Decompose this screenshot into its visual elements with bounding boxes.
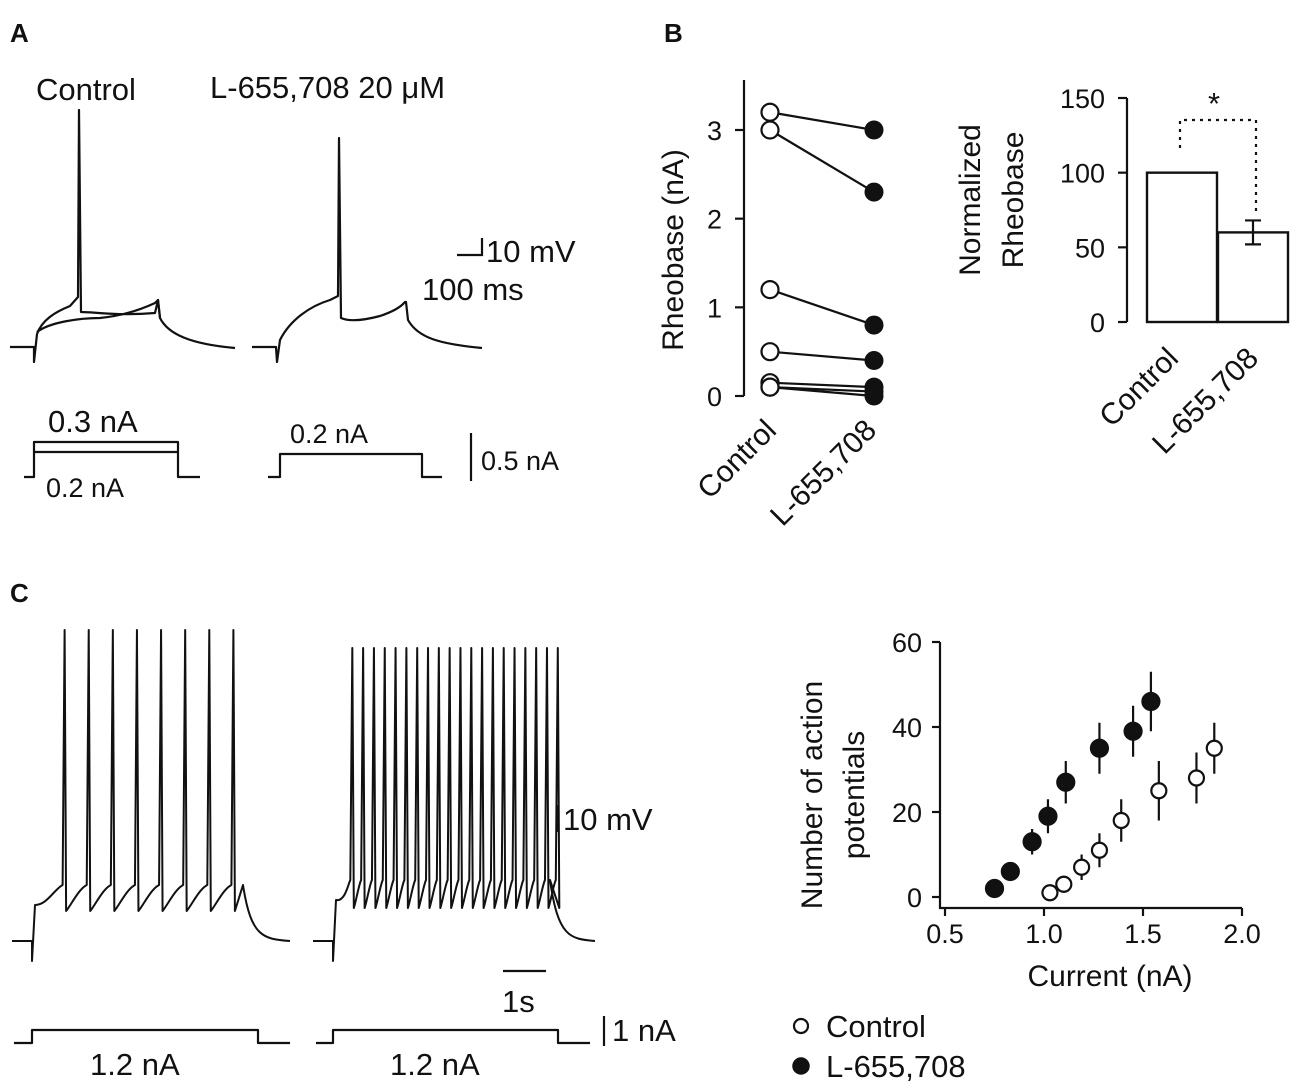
normalized-y-tick-label: 0 xyxy=(1090,308,1105,338)
rheobase-pair-line xyxy=(769,129,875,194)
fi-curve-chart: 0 20 40 60 0.5 1.0 1.5 2.0 Number of action pot… xyxy=(792,628,1261,1084)
panel-a-control-label: Control xyxy=(36,72,136,107)
panel-a: Control L-655,708 20 μM 10 mV 100 ms 0.3… xyxy=(10,70,576,503)
rheobase-drug-point xyxy=(864,315,884,335)
panel-a-control-trace-2 xyxy=(36,298,162,333)
panel-a-drug-step xyxy=(268,452,442,479)
rheobase-drug-point xyxy=(864,182,884,202)
fi-control-point xyxy=(1150,782,1168,800)
fi-control-point xyxy=(1073,858,1091,876)
fi-y-tick-label: 0 xyxy=(907,883,922,913)
significance-marker: * xyxy=(1208,86,1220,121)
rheobase-category-drug: L-655,708 xyxy=(764,414,883,533)
fi-x-title: Current (nA) xyxy=(1027,960,1192,993)
rheobase-y-tick-label: 2 xyxy=(707,205,722,235)
panel-a-step-control-lower: 0.2 nA xyxy=(46,473,124,503)
rheobase-pair-line xyxy=(769,288,875,327)
panel-a-drug-label: L-655,708 20 μM xyxy=(210,70,445,105)
panel-c-drug-step xyxy=(316,1028,590,1045)
fi-y-tick-label: 60 xyxy=(892,628,922,658)
panel-c-control-trace xyxy=(12,629,291,962)
fi-drug-point xyxy=(1056,772,1076,792)
rheobase-y-tick-label: 1 xyxy=(707,293,722,323)
fi-control-point xyxy=(1205,739,1223,757)
panel-c-letter: C xyxy=(10,578,29,608)
rheobase-pair-line xyxy=(769,350,875,362)
panel-a-control-trace-1 xyxy=(10,108,236,364)
fi-drug-point xyxy=(1022,832,1042,852)
rheobase-drug-point xyxy=(864,386,884,406)
panel-a-control-step-upper xyxy=(24,440,200,479)
fi-x-tick-label: 1.0 xyxy=(1025,919,1063,949)
panel-a-letter: A xyxy=(10,18,29,48)
panel-c-step-drug: 1.2 nA xyxy=(390,1047,480,1082)
rheobase-pair-line xyxy=(769,381,875,389)
bar-error-bar xyxy=(1245,219,1261,246)
legend-drug-label: L-655,708 xyxy=(826,1049,966,1084)
fi-drug-point xyxy=(1000,861,1020,882)
fi-x-tick-label: 0.5 xyxy=(926,919,964,949)
fi-y-tick-label: 20 xyxy=(892,798,922,828)
panel-a-scale-current: 0.5 nA xyxy=(481,446,559,476)
panel-a-scale-time: 100 ms xyxy=(422,272,524,307)
rheobase-pair-line xyxy=(769,386,875,398)
rheobase-drug-point xyxy=(864,351,884,371)
panel-a-scale-voltage: 10 mV xyxy=(486,234,576,269)
panel-a-step-drug: 0.2 nA xyxy=(290,419,368,449)
fi-control-point xyxy=(1055,875,1073,893)
fi-x-tick-label: 1.5 xyxy=(1124,919,1162,949)
panel-c-drug-trace xyxy=(313,647,596,962)
fi-legend: Control L-655,708 xyxy=(792,1009,966,1084)
fi-drug-point xyxy=(984,878,1005,899)
panel-c-control-step xyxy=(14,1028,290,1045)
rheobase-paired-chart: 0 1 2 3 Rheobase (nA) Control L-655,708 xyxy=(657,80,884,532)
fi-control-point xyxy=(1090,841,1109,859)
significance-bracket xyxy=(1178,118,1258,212)
legend-drug-marker xyxy=(792,1057,810,1075)
rheobase-control-point xyxy=(760,280,780,300)
normalized-y-tick-label: 150 xyxy=(1060,84,1105,114)
rheobase-control-point xyxy=(760,102,780,122)
bar-control xyxy=(1145,171,1219,324)
fi-y-tick-label: 40 xyxy=(892,713,922,743)
panel-a-drug-trace xyxy=(252,136,483,364)
rheobase-pair-line xyxy=(769,111,875,132)
panel-a-step-control-upper: 0.3 nA xyxy=(48,404,138,439)
rheobase-drug-point xyxy=(864,120,884,140)
panel-a-scale-bar xyxy=(457,238,484,257)
rheobase-control-point xyxy=(760,342,780,362)
normalized-y-tick-label: 100 xyxy=(1060,159,1105,189)
fi-control-point xyxy=(1041,884,1059,902)
legend-control-marker xyxy=(792,1017,810,1035)
fi-drug-point xyxy=(1141,691,1161,712)
fi-axes xyxy=(938,642,1242,910)
fi-control-point xyxy=(1187,769,1206,787)
panel-c-scale-voltage: 10 mV xyxy=(563,802,653,837)
fi-control-point xyxy=(1112,811,1130,830)
rheobase-y-tick-label: 3 xyxy=(707,116,722,146)
rheobase-control-point xyxy=(760,120,780,140)
bar-drug xyxy=(1216,231,1290,324)
panel-c-scale-time: 1s xyxy=(502,984,535,1019)
fi-drug-point xyxy=(1123,721,1143,741)
panel-c-traces: 10 mV 1s 1 nA 1.2 nA 1.2 nA xyxy=(12,629,676,1082)
rheobase-y-title: Rheobase (nA) xyxy=(657,149,690,351)
fi-y-title-line2: potentials xyxy=(838,731,871,859)
legend-control-label: Control xyxy=(826,1009,926,1044)
rheobase-category-control: Control xyxy=(691,414,783,506)
rheobase-y-tick-label: 0 xyxy=(707,382,722,412)
normalized-y-title-line1: Normalized xyxy=(954,124,987,276)
panel-c-step-control: 1.2 nA xyxy=(90,1047,180,1082)
fi-drug-point xyxy=(1089,738,1110,758)
fi-x-tick-label: 2.0 xyxy=(1223,919,1261,949)
fi-drug-point xyxy=(1038,806,1058,826)
panel-b-letter: B xyxy=(664,18,683,48)
normalized-y-title-line2: Rheobase xyxy=(997,132,1030,269)
fi-y-title-line1: Number of action xyxy=(796,681,829,909)
normalized-y-tick-label: 50 xyxy=(1075,233,1105,263)
panel-c-scale-current: 1 nA xyxy=(612,1013,676,1048)
rheobase-control-point xyxy=(760,377,780,397)
